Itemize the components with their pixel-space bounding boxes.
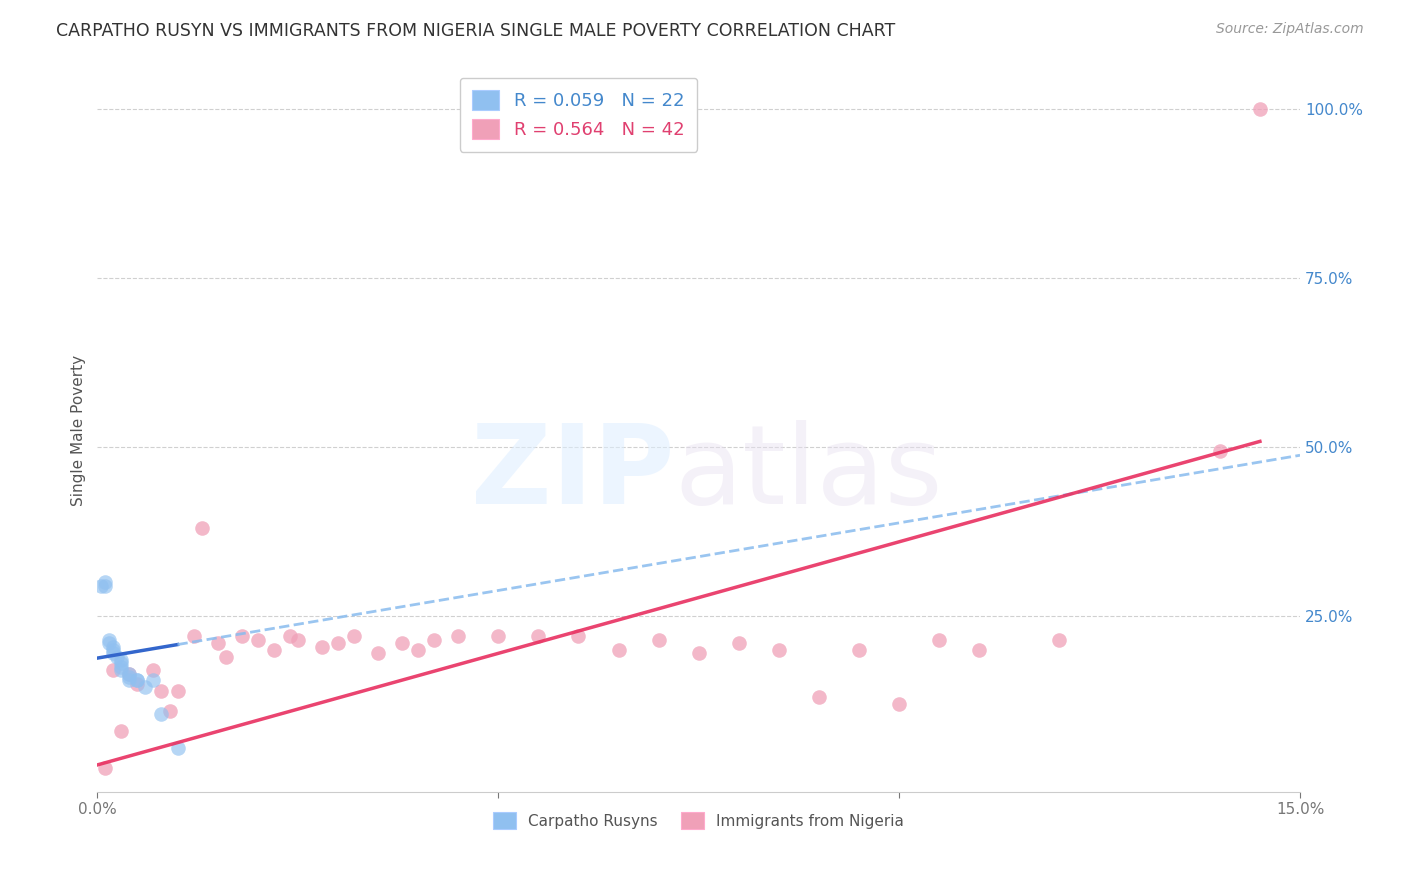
Point — [103, 646, 125, 660]
Point — [94, 579, 117, 593]
Point — [263, 643, 285, 657]
Point — [98, 636, 121, 650]
Point — [118, 666, 141, 681]
Point — [142, 663, 165, 677]
Point — [166, 741, 188, 756]
Point — [166, 683, 188, 698]
Text: CARPATHO RUSYN VS IMMIGRANTS FROM NIGERIA SINGLE MALE POVERTY CORRELATION CHART: CARPATHO RUSYN VS IMMIGRANTS FROM NIGERI… — [56, 22, 896, 40]
Point — [969, 643, 991, 657]
Point — [1249, 102, 1271, 116]
Point — [207, 636, 229, 650]
Y-axis label: Single Male Poverty: Single Male Poverty — [72, 355, 86, 506]
Point — [287, 632, 309, 647]
Point — [103, 643, 125, 657]
Text: atlas: atlas — [675, 420, 943, 527]
Point — [127, 673, 149, 688]
Point — [94, 761, 117, 775]
Text: ZIP: ZIP — [471, 420, 675, 527]
Point — [118, 666, 141, 681]
Point — [406, 643, 429, 657]
Point — [326, 636, 349, 650]
Point — [103, 640, 125, 654]
Point — [105, 649, 128, 664]
Point — [134, 680, 156, 694]
Point — [118, 670, 141, 684]
Point — [214, 649, 236, 664]
Point — [647, 632, 669, 647]
Point — [94, 575, 117, 590]
Point — [1209, 443, 1232, 458]
Point — [127, 677, 149, 691]
Point — [110, 657, 132, 671]
Point — [807, 690, 830, 705]
Point — [110, 653, 132, 667]
Point — [391, 636, 413, 650]
Point — [367, 646, 389, 660]
Point — [727, 636, 749, 650]
Point — [183, 630, 205, 644]
Point — [110, 724, 132, 739]
Point — [190, 521, 212, 535]
Point — [311, 640, 333, 654]
Point — [447, 630, 470, 644]
Point — [159, 704, 181, 718]
Point — [343, 630, 366, 644]
Point — [607, 643, 630, 657]
Point — [423, 632, 446, 647]
Legend: Carpatho Rusyns, Immigrants from Nigeria: Carpatho Rusyns, Immigrants from Nigeria — [488, 806, 910, 835]
Point — [527, 630, 550, 644]
Point — [231, 630, 253, 644]
Point — [567, 630, 589, 644]
Point — [688, 646, 710, 660]
Point — [142, 673, 165, 688]
Point — [150, 707, 173, 722]
Point — [278, 630, 301, 644]
Point — [887, 697, 910, 711]
Point — [118, 673, 141, 688]
Point — [98, 632, 121, 647]
Point — [848, 643, 870, 657]
Text: Source: ZipAtlas.com: Source: ZipAtlas.com — [1216, 22, 1364, 37]
Point — [110, 663, 132, 677]
Point — [928, 632, 950, 647]
Point — [150, 683, 173, 698]
Point — [486, 630, 509, 644]
Point — [1049, 632, 1071, 647]
Point — [246, 632, 269, 647]
Point — [768, 643, 790, 657]
Point — [90, 579, 112, 593]
Point — [127, 673, 149, 688]
Point — [110, 660, 132, 674]
Point — [103, 663, 125, 677]
